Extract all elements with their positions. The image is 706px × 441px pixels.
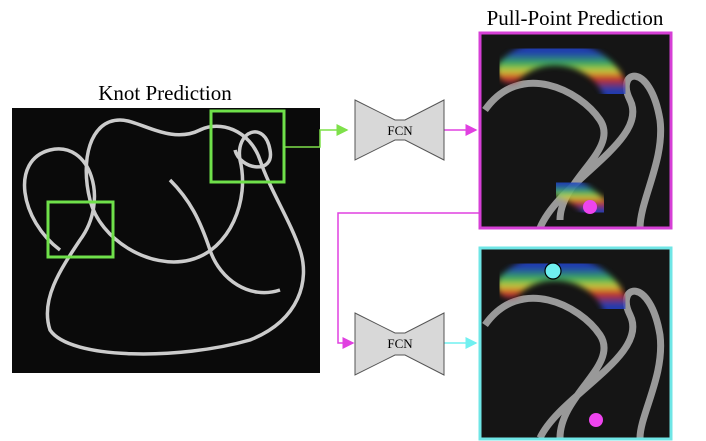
fcn-block: FCN	[355, 313, 444, 375]
pull-title: Pull-Point Prediction	[487, 6, 664, 30]
knot-image	[12, 108, 320, 373]
fcn-block: FCN	[355, 100, 444, 160]
fcn-label: FCN	[387, 123, 413, 138]
fcn-label: FCN	[387, 336, 413, 351]
heatmap-image	[480, 248, 671, 439]
diagram: Knot Prediction Pull-Point Prediction FC…	[0, 0, 706, 441]
knot-title: Knot Prediction	[98, 81, 232, 105]
heatmap-image	[480, 33, 671, 228]
